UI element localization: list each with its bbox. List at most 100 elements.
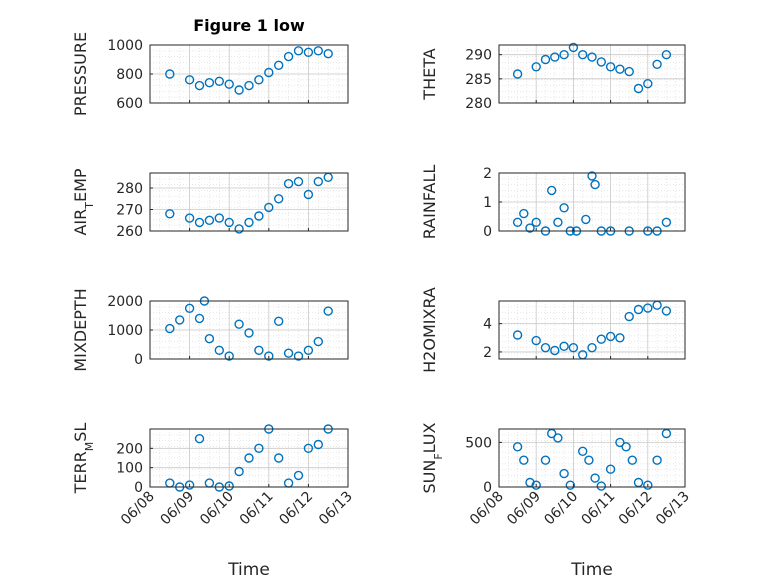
data-point: [568, 343, 579, 353]
data-point: [568, 42, 579, 53]
data-point: [254, 75, 264, 85]
data-point: [531, 217, 541, 228]
x-tick-label: 06/09: [158, 489, 198, 529]
y-tick-label: 0: [134, 480, 143, 496]
y-axis-label: AIRTEMP: [71, 168, 96, 235]
data-point: [661, 50, 672, 60]
x-tick-label: 06/09: [504, 489, 544, 529]
data-point: [323, 49, 333, 59]
y-tick-label: 285: [465, 72, 492, 88]
data-point: [224, 79, 234, 89]
data-point: [512, 69, 523, 79]
data-point: [531, 480, 541, 490]
data-point: [587, 52, 597, 62]
data-point: [531, 335, 541, 346]
data-point: [244, 328, 254, 338]
data-point: [194, 217, 205, 228]
data-point: [184, 75, 195, 85]
data-point: [540, 455, 551, 465]
data-point: [274, 194, 284, 204]
data-point: [661, 217, 672, 228]
data-point: [244, 80, 254, 91]
subplot-2: 280 285 290 THETA: [420, 42, 686, 112]
data-point: [590, 179, 600, 190]
data-point: [590, 473, 600, 483]
x-axis-label: Time: [570, 560, 613, 580]
x-axis-label: Time: [227, 560, 270, 580]
data-point: [633, 304, 644, 315]
data-point: [214, 213, 225, 223]
y-tick-label: 260: [116, 224, 143, 240]
data-point: [184, 480, 195, 490]
data-point: [624, 66, 634, 77]
data-point: [184, 213, 195, 223]
y-tick-label: 4: [483, 317, 492, 333]
data-point: [274, 60, 284, 71]
subplot-8: 0500SUNFLUX06/0806/0906/1006/1106/1206/1…: [420, 422, 693, 580]
data-point: [519, 208, 529, 219]
data-point: [643, 303, 653, 313]
data-point: [615, 437, 625, 448]
data-point: [165, 323, 175, 334]
y-tick-label: 600: [116, 96, 143, 112]
data-point: [224, 217, 234, 228]
data-point: [652, 455, 662, 465]
data-point: [303, 189, 314, 200]
data-point: [274, 316, 284, 326]
data-point: [313, 439, 323, 450]
data-point: [224, 481, 234, 491]
y-tick-label: 280: [116, 181, 143, 197]
data-point: [584, 455, 594, 465]
y-tick-label: 800: [116, 67, 143, 83]
data-point: [519, 455, 529, 465]
subplot-1: 600 800 1000 PRESSURE Figure 1 low: [71, 16, 349, 116]
data-point: [633, 83, 644, 94]
data-point: [559, 203, 569, 213]
data-point: [283, 348, 294, 358]
data-point: [234, 85, 244, 95]
subplot-5: 0 1000 2000 MIXDEPTH: [71, 288, 349, 372]
subplot-4: 0 1 2 RAINFALL: [420, 165, 686, 240]
y-tick-label: 1000: [107, 38, 143, 54]
data-point: [550, 345, 560, 356]
data-point: [525, 223, 535, 233]
data-point: [578, 50, 588, 60]
data-point: [194, 313, 205, 324]
data-point: [596, 57, 606, 67]
data-point: [204, 215, 215, 226]
data-point: [323, 306, 333, 316]
y-axis-label: PRESSURE: [71, 32, 90, 116]
y-axis-label: TERRMSL: [71, 423, 96, 495]
data-point: [540, 54, 551, 65]
x-tick-label: 06/10: [541, 489, 581, 529]
x-tick-label: 06/11: [237, 489, 277, 529]
subplot-3: 260 270 280 AIRTEMP: [71, 168, 349, 240]
data-point: [512, 330, 523, 340]
data-point: [303, 345, 314, 355]
data-point: [512, 442, 523, 452]
data-point: [587, 171, 597, 181]
data-point: [587, 343, 597, 353]
data-point: [293, 176, 304, 187]
data-point: [254, 443, 264, 453]
data-point: [244, 217, 254, 228]
data-point: [559, 50, 569, 60]
y-tick-label: 2: [483, 166, 492, 182]
data-point: [581, 214, 591, 225]
y-tick-label: 0: [483, 480, 492, 496]
x-tick-label: 06/12: [276, 489, 316, 529]
data-point: [283, 178, 294, 189]
data-point: [547, 185, 557, 196]
axes-box: [498, 428, 686, 488]
data-point: [234, 224, 244, 234]
data-point: [621, 442, 631, 452]
data-point: [204, 77, 215, 88]
data-point: [264, 67, 274, 78]
axes-box: [498, 300, 686, 360]
data-point: [165, 69, 175, 79]
y-tick-label: 200: [116, 441, 143, 457]
axes-box: [149, 172, 349, 232]
data-point: [531, 62, 541, 72]
y-axis-label: RAINFALL: [420, 165, 439, 240]
